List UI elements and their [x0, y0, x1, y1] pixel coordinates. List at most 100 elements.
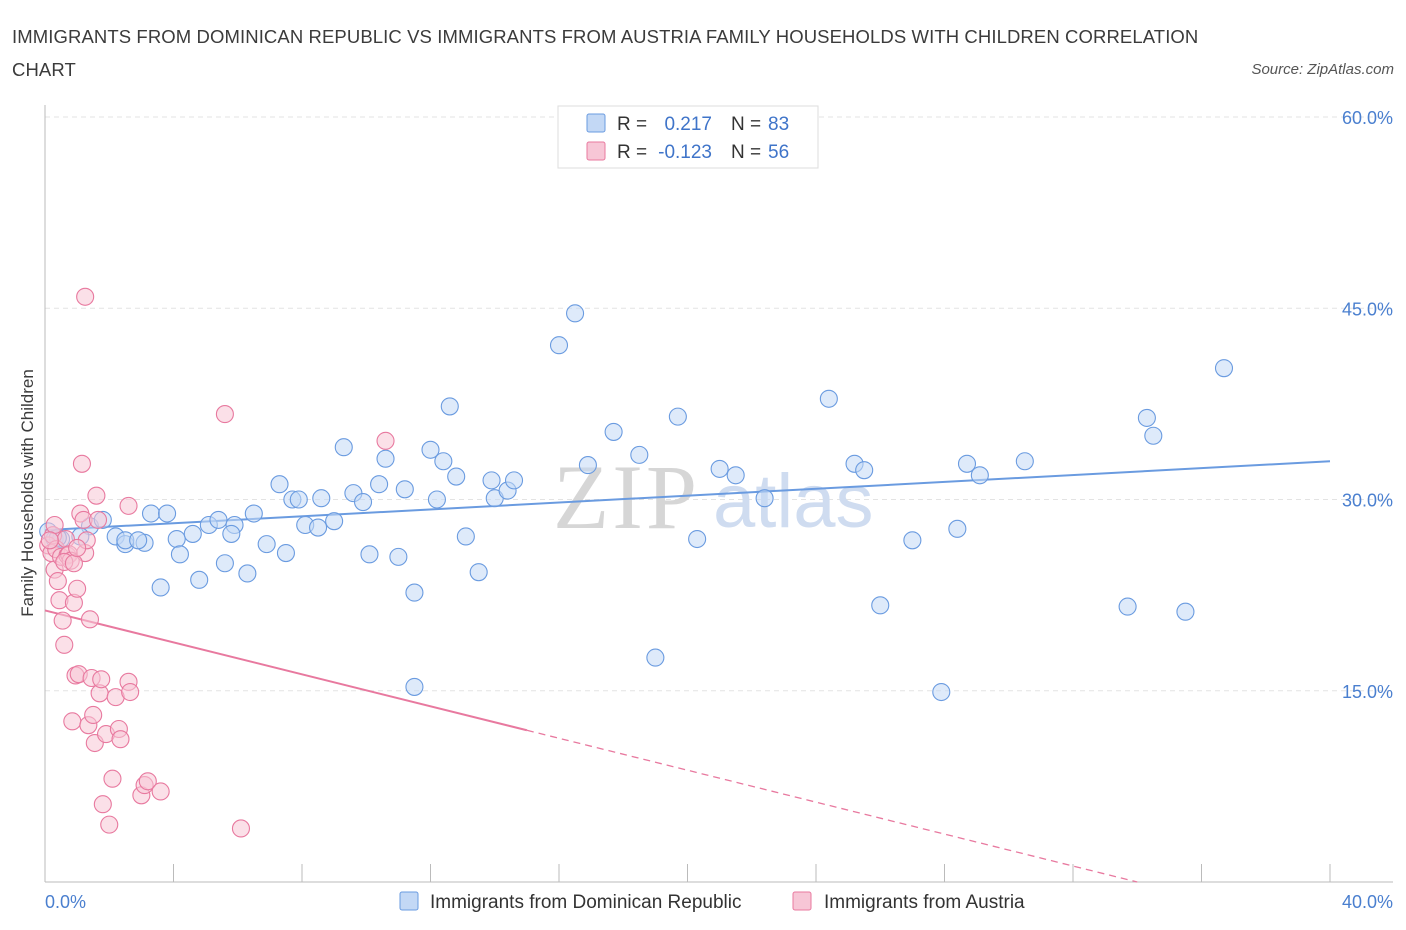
- point-s1-25: [80, 610, 100, 629]
- point-s0-54: [566, 304, 585, 323]
- y-tick-label-3: 60.0%: [1342, 108, 1393, 128]
- point-s0-44: [434, 452, 453, 471]
- point-s0-48: [469, 563, 488, 582]
- point-s1-39: [111, 730, 130, 749]
- source-credit: Source: ZipAtlas.com: [1251, 61, 1394, 78]
- point-s1-29: [87, 486, 106, 505]
- point-s0-19: [215, 554, 234, 573]
- stat-n-label-pink: N =: [731, 142, 761, 163]
- point-s1-27: [84, 705, 103, 725]
- point-s0-22: [238, 564, 257, 583]
- y-tick-label-0: 15.0%: [1342, 682, 1393, 702]
- point-s1-50: [76, 287, 95, 306]
- point-s0-38: [376, 449, 395, 468]
- point-s0-26: [276, 543, 295, 563]
- y-tick-label-2: 45.0%: [1342, 299, 1393, 319]
- y-tick-labels: 15.0% 30.0% 45.0% 60.0%: [1342, 108, 1393, 702]
- point-s1-48: [231, 819, 251, 838]
- point-s0-16: [190, 570, 209, 589]
- watermark: ZIP atlas: [553, 446, 874, 548]
- stat-r-label-blue: R =: [617, 114, 647, 135]
- point-s0-23: [244, 504, 263, 523]
- stat-n-label-blue: N =: [731, 114, 761, 135]
- stats-box: R = 0.217 N = 83 R = -0.123 N = 56: [557, 105, 819, 169]
- point-s0-60: [688, 529, 707, 549]
- legend-swatch-blue: [399, 891, 419, 911]
- point-s1-41: [121, 682, 140, 702]
- point-s1-54: [68, 538, 87, 558]
- legend: Immigrants from Dominican Republic Immig…: [399, 891, 1025, 913]
- point-s0-61: [710, 459, 729, 478]
- point-s0-18: [209, 510, 228, 529]
- point-s0-62: [726, 466, 745, 485]
- point-s0-13: [167, 529, 186, 549]
- point-s0-70: [948, 519, 967, 538]
- point-s0-74: [1118, 597, 1137, 616]
- point-s0-10: [141, 504, 161, 523]
- point-s0-66: [855, 461, 874, 480]
- point-s1-47: [215, 405, 234, 424]
- data-points: [39, 111, 1234, 838]
- trend-line-dashed-1: [526, 729, 1138, 883]
- point-s0-56: [604, 422, 623, 441]
- point-s0-36: [360, 545, 379, 564]
- chart-title: IMMIGRANTS FROM DOMINICAN REPUBLIC VS IM…: [12, 26, 1199, 80]
- point-s1-46: [151, 782, 170, 801]
- point-s0-80: [405, 677, 424, 696]
- point-s0-77: [1176, 602, 1195, 621]
- stat-r-value-blue: 0.217: [664, 114, 712, 135]
- point-s0-35: [353, 492, 373, 512]
- point-s0-41: [405, 583, 424, 602]
- point-s0-64: [819, 389, 838, 408]
- x-tick-min: 0.0%: [45, 892, 86, 912]
- stat-n-value-blue: 83: [768, 114, 789, 135]
- point-s0-25: [270, 475, 289, 494]
- point-s0-52: [504, 471, 524, 490]
- point-s1-55: [40, 531, 59, 550]
- point-s0-73: [1015, 452, 1034, 471]
- point-s0-15: [183, 524, 202, 543]
- point-s1-49: [376, 431, 395, 450]
- point-s0-55: [578, 456, 597, 475]
- point-s0-72: [970, 466, 989, 485]
- point-s0-63: [755, 489, 774, 508]
- point-s0-37: [370, 475, 389, 494]
- stat-r-label-pink: R =: [617, 142, 647, 163]
- point-s1-8: [53, 611, 72, 630]
- point-s1-51: [45, 515, 64, 535]
- point-s1-30: [88, 510, 108, 529]
- point-s0-32: [325, 512, 344, 531]
- point-s1-33: [93, 795, 112, 814]
- point-s0-67: [871, 596, 890, 615]
- point-s0-82: [129, 531, 148, 550]
- point-s0-46: [447, 467, 466, 486]
- point-s0-57: [630, 445, 649, 464]
- point-s0-40: [395, 480, 414, 499]
- point-s0-78: [1214, 359, 1234, 378]
- point-s0-42: [421, 440, 440, 459]
- point-s0-31: [312, 489, 331, 508]
- legend-swatch-pink: [792, 891, 812, 911]
- point-s1-36: [103, 769, 122, 788]
- point-s1-42: [119, 496, 138, 515]
- point-s0-75: [1137, 408, 1156, 427]
- point-s0-59: [668, 407, 687, 426]
- x-tick-max: 40.0%: [1342, 892, 1393, 912]
- point-s1-17: [68, 579, 87, 598]
- point-s0-14: [170, 545, 189, 564]
- point-s0-21: [222, 524, 241, 543]
- stat-n-value-pink: 56: [768, 142, 789, 163]
- point-s0-39: [389, 547, 408, 566]
- point-s0-11: [151, 578, 170, 597]
- point-s1-45: [138, 772, 157, 791]
- stats-swatch-blue: [586, 113, 606, 133]
- point-s1-5: [48, 572, 67, 591]
- y-tick-label-1: 30.0%: [1342, 491, 1393, 511]
- point-s0-43: [427, 490, 446, 509]
- point-s0-71: [957, 454, 977, 473]
- point-s0-69: [932, 682, 951, 702]
- point-s0-47: [456, 527, 475, 546]
- point-s0-28: [289, 490, 308, 509]
- point-s1-20: [72, 454, 91, 473]
